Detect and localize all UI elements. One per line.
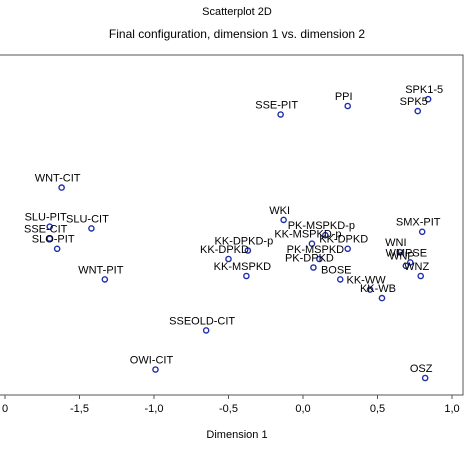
x-tick-label: -1,5 <box>70 403 89 415</box>
point-label: OSZ <box>410 363 433 375</box>
point-label: WNT-PIT <box>78 264 123 276</box>
point <box>277 111 284 118</box>
x-tick-label: 1,0 <box>444 403 459 415</box>
point <box>243 272 250 280</box>
point-label: PPI <box>335 91 353 103</box>
point-label: PK-DPKD <box>285 252 334 264</box>
point <box>402 262 410 270</box>
point-label: KK-DPKD <box>319 234 368 246</box>
point-label: KK-WW <box>346 275 386 287</box>
point-label: BOSE <box>321 264 352 276</box>
point <box>46 223 54 230</box>
point <box>417 272 425 280</box>
point-label: WNZ <box>404 261 429 273</box>
x-tick-label: 0 <box>2 403 8 415</box>
point <box>58 184 65 191</box>
chart-title: Scatterplot 2D <box>202 6 272 18</box>
point-label: WNP <box>389 251 415 263</box>
point <box>202 327 210 334</box>
point <box>406 259 414 266</box>
point <box>344 245 352 253</box>
point-label: PK-MSPKD <box>287 244 345 256</box>
x-tick-label: 0,0 <box>295 403 310 415</box>
point <box>53 245 61 253</box>
chart-subtitle: Final configuration, dimension 1 vs. dim… <box>109 27 365 41</box>
point <box>414 107 422 115</box>
x-tick-label: -1,0 <box>145 403 164 415</box>
point <box>421 374 429 382</box>
point <box>310 264 317 271</box>
point-label: SLU-CIT <box>66 213 109 225</box>
point <box>366 286 374 293</box>
point-label: SPK5 <box>400 96 428 108</box>
point <box>225 255 232 263</box>
point-label: WMPSE <box>385 247 427 259</box>
point-label: WKI <box>269 205 290 217</box>
point <box>344 102 352 110</box>
point-label: KK-WB <box>360 283 396 295</box>
point <box>424 95 432 103</box>
point-label: SMX-PIT <box>396 217 441 229</box>
point <box>280 216 287 224</box>
point-label: KK-DPKD-p <box>215 235 274 247</box>
point-label: KK-MSPKD <box>214 261 272 273</box>
point-label: KK-DPKD <box>200 244 249 256</box>
point <box>308 240 316 247</box>
point-label: WNT-CIT <box>35 173 81 185</box>
point-label: PK-MSPKD-p <box>288 220 355 232</box>
x-axis-label: Dimension 1 <box>206 429 267 441</box>
point <box>46 235 54 242</box>
point-label: SLO-PIT <box>32 234 75 246</box>
point-label: SPK1-5 <box>405 84 443 96</box>
point-label: SLU-PIT <box>25 212 67 224</box>
point-label: OWI-CIT <box>130 354 174 366</box>
point <box>378 294 386 302</box>
point-label: WNI <box>385 237 406 249</box>
point <box>88 225 95 232</box>
point <box>336 276 344 283</box>
point-label: SSE-CIT <box>24 224 68 236</box>
point-label: SSEOLD-CIT <box>169 315 235 327</box>
point <box>418 228 426 236</box>
point <box>322 231 329 239</box>
plot-frame <box>0 54 464 396</box>
point-label: KK-MSPKD-p <box>274 229 341 241</box>
point <box>316 255 323 263</box>
x-tick-label: -0,5 <box>219 403 238 415</box>
point <box>152 366 159 373</box>
x-tick-label: 0,5 <box>370 403 385 415</box>
point-label: SSE-PIT <box>255 99 298 111</box>
point <box>244 247 252 254</box>
point <box>101 276 109 283</box>
point <box>396 248 404 256</box>
